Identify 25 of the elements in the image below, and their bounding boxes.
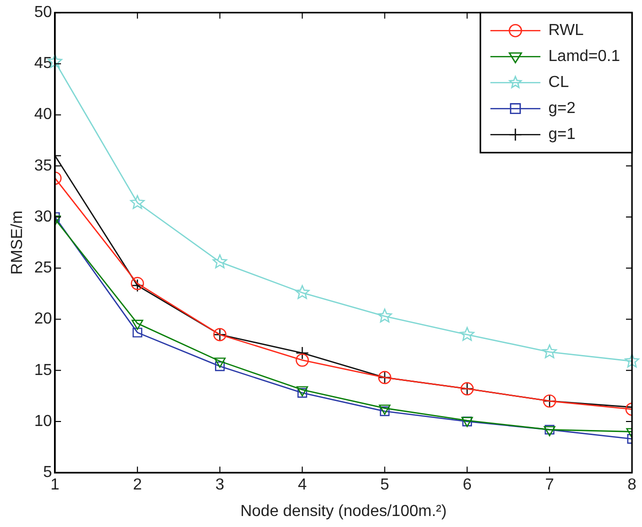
y-tick-label: 20 xyxy=(34,310,52,328)
y-tick-label: 25 xyxy=(34,260,52,277)
y-tick-label: 5 xyxy=(43,464,52,482)
y-tick-label: 35 xyxy=(34,157,52,174)
y-axis-title: RMSE/m xyxy=(9,210,26,275)
legend-label: g=1 xyxy=(548,126,576,144)
y-tick-label: 40 xyxy=(34,106,52,124)
legend-label: CL xyxy=(548,74,569,92)
x-tick-label: 1 xyxy=(50,476,60,494)
legend-label: Lamd=0.1 xyxy=(548,48,620,66)
y-tick-label: 45 xyxy=(34,55,52,72)
x-tick-label: 2 xyxy=(132,476,142,494)
x-tick-label: 5 xyxy=(380,476,390,494)
x-tick-label: 4 xyxy=(298,476,307,494)
y-tick-label: 10 xyxy=(34,412,52,430)
legend-label: g=2 xyxy=(548,100,576,118)
x-axis-title: Node density (nodes/100m.²) xyxy=(240,502,447,520)
x-tick-label: 6 xyxy=(462,476,472,494)
y-tick-label: 30 xyxy=(34,208,52,226)
x-tick-label: 7 xyxy=(545,476,554,494)
legend-label: RWL xyxy=(548,22,584,40)
x-tick-label: 3 xyxy=(215,476,224,494)
x-tick-label: 8 xyxy=(628,476,637,494)
y-tick-label: 50 xyxy=(34,4,52,22)
y-tick-label: 15 xyxy=(34,362,52,379)
